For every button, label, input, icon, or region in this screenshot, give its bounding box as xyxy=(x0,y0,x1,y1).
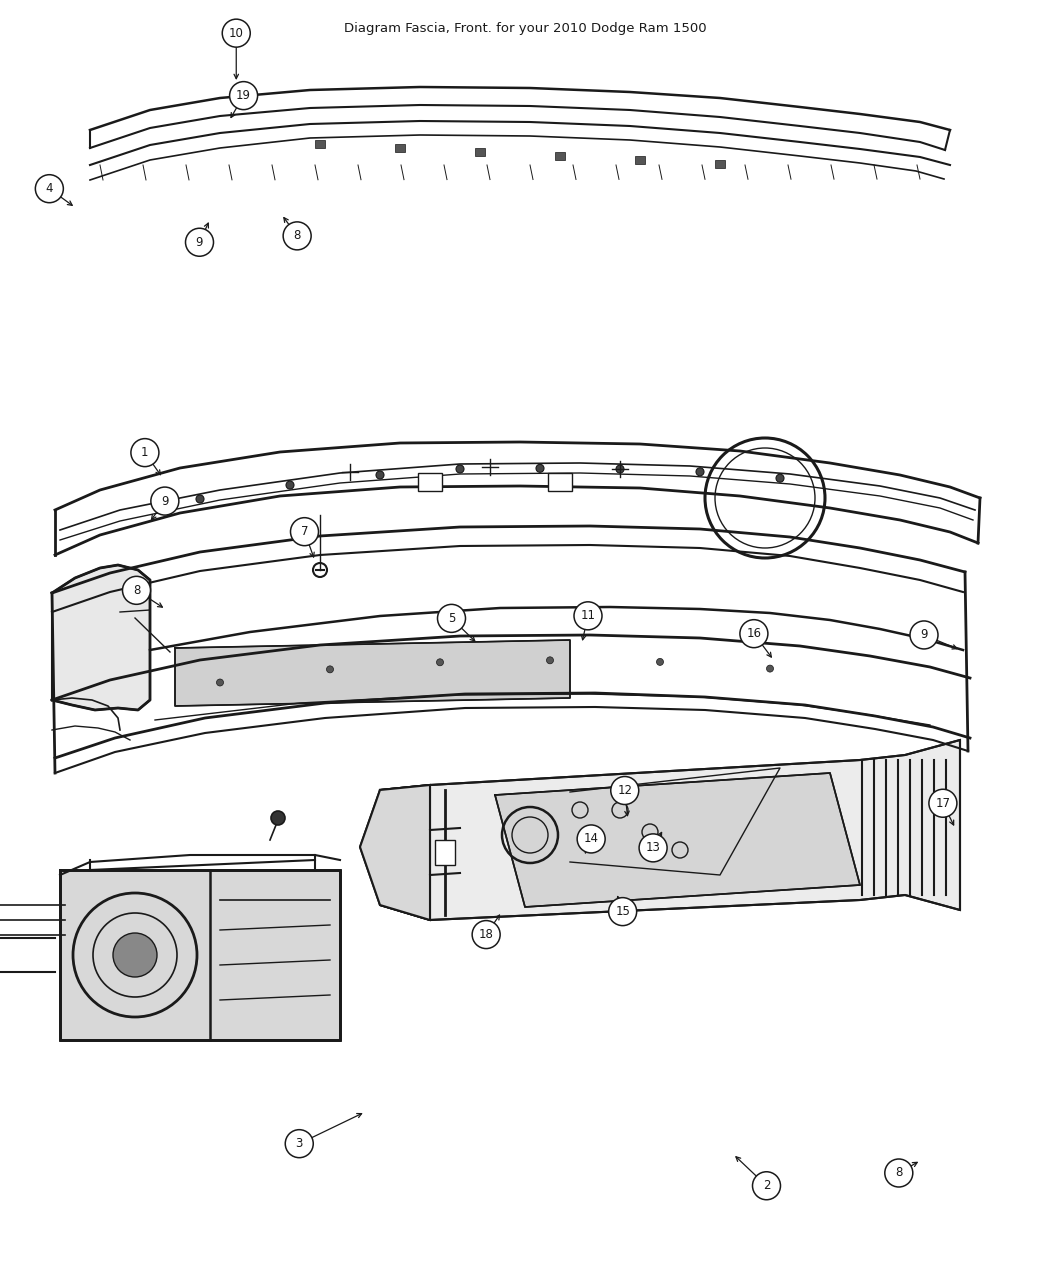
Circle shape xyxy=(291,518,318,546)
Text: 7: 7 xyxy=(300,525,309,538)
Circle shape xyxy=(376,470,384,479)
Circle shape xyxy=(609,898,636,926)
Circle shape xyxy=(216,680,224,686)
Circle shape xyxy=(437,659,443,666)
Circle shape xyxy=(574,602,602,630)
Bar xyxy=(435,840,455,864)
Circle shape xyxy=(223,19,250,47)
Text: 14: 14 xyxy=(584,833,598,845)
Bar xyxy=(715,159,724,168)
Bar xyxy=(395,144,405,152)
Text: 5: 5 xyxy=(447,612,456,625)
Text: 17: 17 xyxy=(936,797,950,810)
Circle shape xyxy=(286,481,294,490)
Circle shape xyxy=(776,474,784,482)
Text: 2: 2 xyxy=(762,1179,771,1192)
Text: 4: 4 xyxy=(45,182,54,195)
Circle shape xyxy=(284,222,311,250)
Circle shape xyxy=(753,1172,780,1200)
Circle shape xyxy=(230,82,257,110)
Text: 8: 8 xyxy=(293,230,301,242)
Text: 15: 15 xyxy=(615,905,630,918)
Circle shape xyxy=(438,604,465,632)
Text: 18: 18 xyxy=(479,928,493,941)
Circle shape xyxy=(151,487,178,515)
Bar xyxy=(555,152,565,159)
Text: 3: 3 xyxy=(295,1137,303,1150)
Text: 9: 9 xyxy=(161,495,169,507)
Polygon shape xyxy=(380,740,960,921)
Polygon shape xyxy=(60,870,340,1040)
Text: 8: 8 xyxy=(895,1167,903,1179)
Circle shape xyxy=(327,666,334,673)
Text: 13: 13 xyxy=(646,842,660,854)
Text: 8: 8 xyxy=(132,584,141,597)
Circle shape xyxy=(196,495,204,504)
Circle shape xyxy=(113,933,158,977)
Circle shape xyxy=(271,811,285,825)
Text: 11: 11 xyxy=(581,609,595,622)
Circle shape xyxy=(766,666,774,672)
Text: 1: 1 xyxy=(141,446,149,459)
Circle shape xyxy=(910,621,938,649)
Text: 19: 19 xyxy=(236,89,251,102)
Polygon shape xyxy=(52,565,150,710)
Circle shape xyxy=(36,175,63,203)
Text: 12: 12 xyxy=(617,784,632,797)
Circle shape xyxy=(186,228,213,256)
Circle shape xyxy=(616,465,624,473)
Text: 16: 16 xyxy=(747,627,761,640)
Circle shape xyxy=(929,789,957,817)
Bar xyxy=(635,156,645,164)
Circle shape xyxy=(696,468,704,476)
Text: 9: 9 xyxy=(920,629,928,641)
Circle shape xyxy=(131,439,159,467)
Bar xyxy=(548,473,572,491)
Circle shape xyxy=(611,776,638,805)
Text: Diagram Fascia, Front. for your 2010 Dodge Ram 1500: Diagram Fascia, Front. for your 2010 Dod… xyxy=(343,22,707,34)
Circle shape xyxy=(456,465,464,473)
Circle shape xyxy=(546,657,553,664)
Bar xyxy=(315,140,326,148)
Text: 9: 9 xyxy=(195,236,204,249)
Circle shape xyxy=(123,576,150,604)
Circle shape xyxy=(639,834,667,862)
Bar xyxy=(475,148,485,156)
Polygon shape xyxy=(495,773,860,907)
Polygon shape xyxy=(360,785,430,921)
Circle shape xyxy=(656,658,664,666)
Circle shape xyxy=(536,464,544,472)
Circle shape xyxy=(472,921,500,949)
Circle shape xyxy=(286,1130,313,1158)
Polygon shape xyxy=(175,640,570,706)
Circle shape xyxy=(885,1159,912,1187)
Bar xyxy=(418,473,442,491)
Circle shape xyxy=(740,620,768,648)
Circle shape xyxy=(578,825,605,853)
Text: 10: 10 xyxy=(229,27,244,40)
